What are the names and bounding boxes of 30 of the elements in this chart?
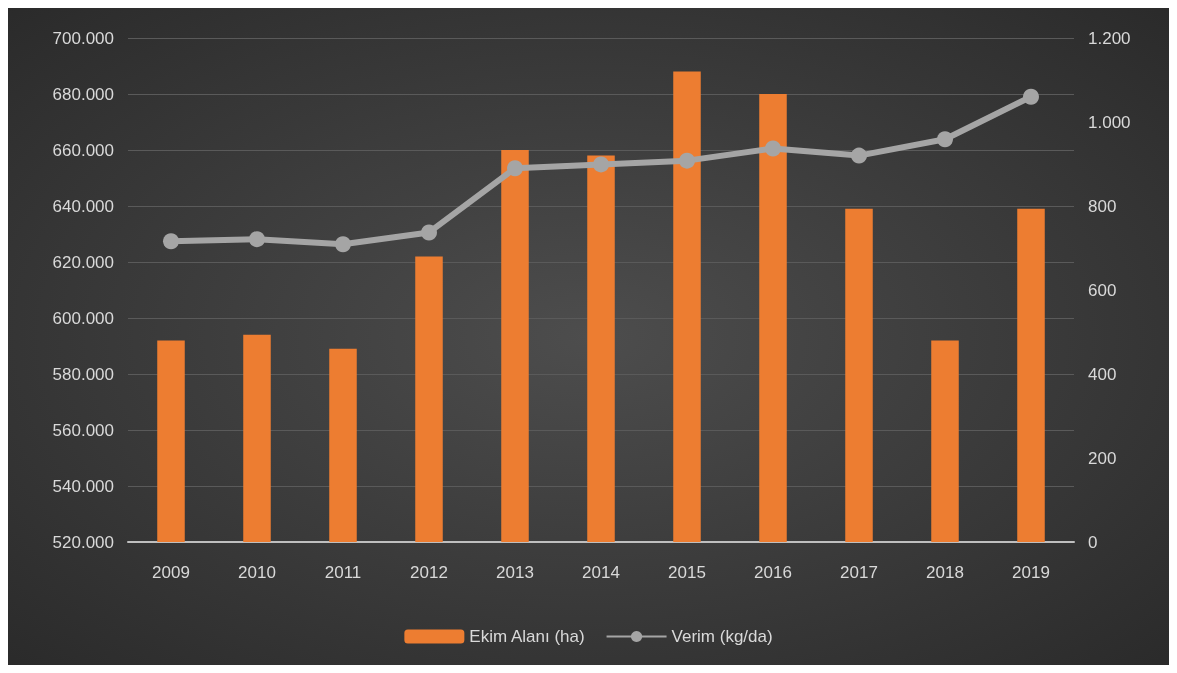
y-tick-label: 600.000	[52, 308, 114, 328]
y2-tick-label: 1.000	[1088, 112, 1131, 132]
x-tick-label: 2011	[324, 563, 362, 582]
x-tick-label: 2016	[754, 563, 792, 582]
y-tick-label: 660.000	[52, 140, 114, 160]
x-tick-label: 2018	[926, 563, 964, 582]
x-tick-label: 2012	[410, 563, 448, 582]
y2-tick-label: 800	[1088, 196, 1117, 216]
x-tick-label: 2013	[496, 563, 534, 582]
y2-tick-label: 400	[1088, 364, 1117, 384]
y-tick-label: 640.000	[52, 196, 114, 216]
x-tick-label: 2019	[1012, 563, 1050, 582]
x-tick-label: 2010	[238, 563, 276, 582]
y-tick-label: 580.000	[52, 364, 114, 384]
legend-label: Verim (kg/da)	[671, 627, 773, 646]
y-tick-label: 540.000	[52, 476, 114, 496]
y2-tick-label: 0	[1088, 532, 1098, 552]
y-tick-label: 700.000	[52, 28, 114, 48]
y-tick-label: 620.000	[52, 252, 114, 272]
x-tick-label: 2017	[840, 563, 878, 582]
y2-tick-label: 600	[1088, 280, 1117, 300]
x-tick-label: 2015	[668, 563, 706, 582]
x-tick-label: 2014	[582, 563, 620, 582]
y-tick-label: 680.000	[52, 84, 114, 104]
y2-tick-label: 1.200	[1088, 28, 1131, 48]
legend-label: Ekim Alanı (ha)	[469, 627, 585, 646]
y-tick-label: 560.000	[52, 420, 114, 440]
y2-tick-label: 200	[1088, 448, 1117, 468]
x-tick-label: 2009	[152, 563, 190, 582]
y-tick-label: 520.000	[52, 532, 114, 552]
